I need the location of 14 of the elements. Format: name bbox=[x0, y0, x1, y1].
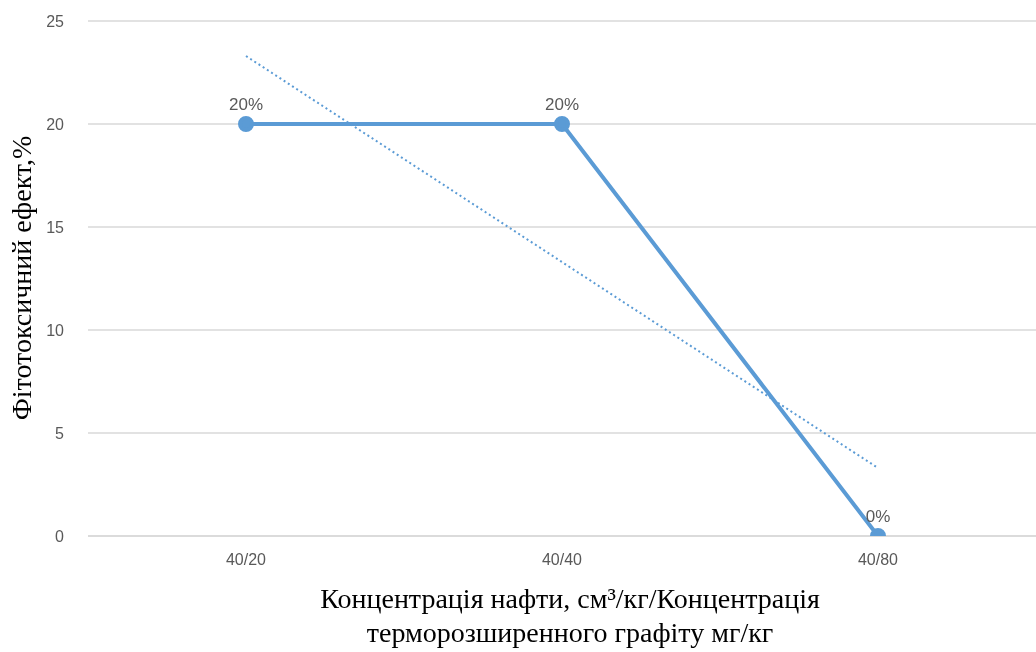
y-tick-label: 0 bbox=[55, 527, 65, 545]
data-label: 0% bbox=[865, 507, 891, 526]
x-tick-label: 40/20 bbox=[225, 551, 267, 569]
x-tick-label: 40/80 bbox=[857, 551, 899, 569]
y-tick-label: 25 bbox=[46, 12, 65, 30]
data-label: 20% bbox=[228, 95, 264, 114]
y-tick-label: 5 bbox=[55, 424, 65, 442]
x-axis-title: Концентрація нафти, см³/кг/Концентрація терморозширенного графіту мг/кг bbox=[319, 582, 821, 650]
y-axis-title: Фітотоксичний ефект,% bbox=[6, 135, 38, 421]
x-tick-label: 40/40 bbox=[541, 551, 583, 569]
y-tick-label: 20 bbox=[46, 115, 65, 133]
data-label: 20% bbox=[544, 95, 580, 114]
y-tick-label: 15 bbox=[46, 218, 65, 236]
y-tick-label: 10 bbox=[46, 321, 65, 339]
